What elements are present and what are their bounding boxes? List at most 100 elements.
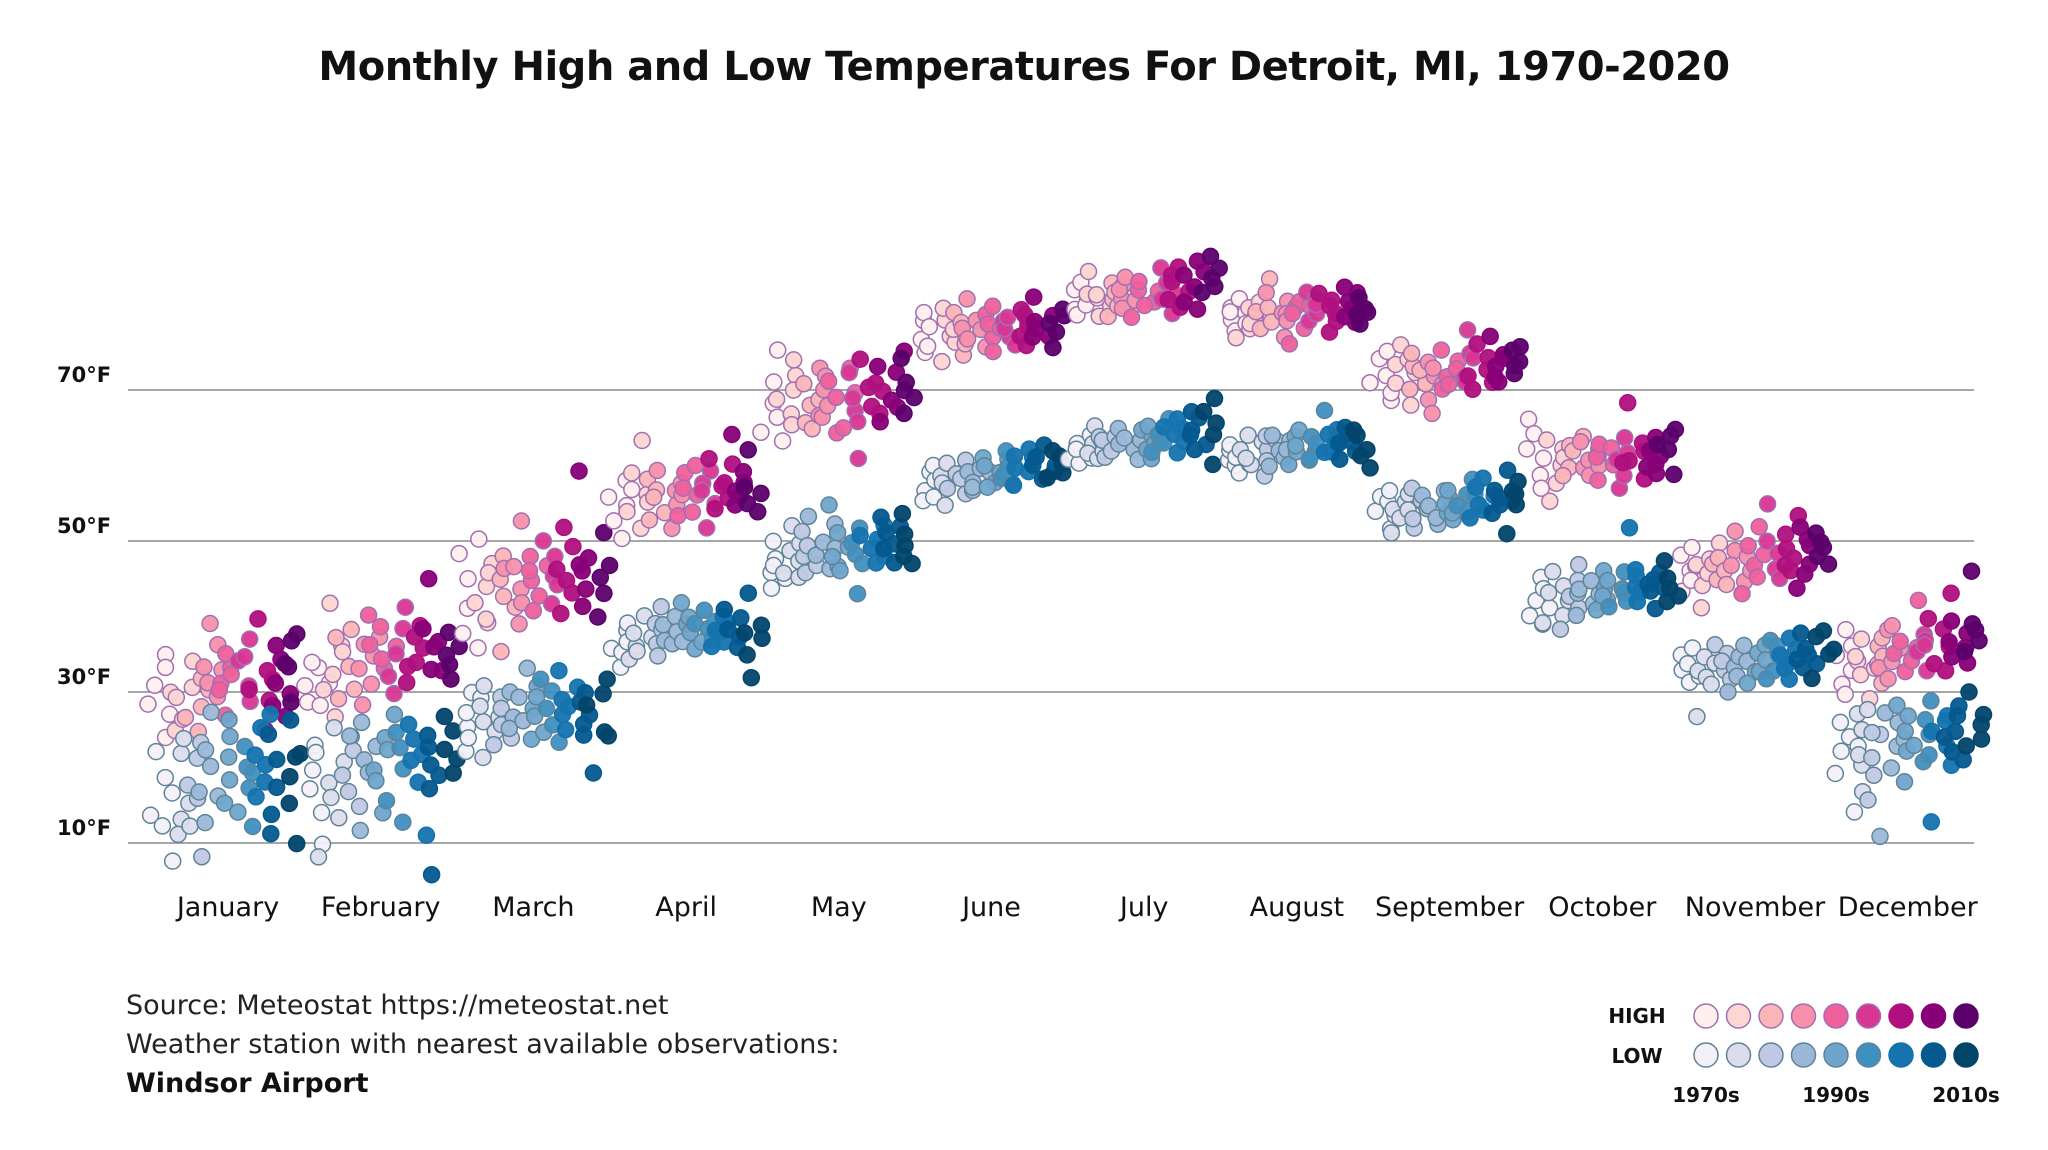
high-temp-point <box>1836 685 1854 704</box>
high-temp-point <box>895 404 913 423</box>
high-temp-point <box>871 413 889 431</box>
high-temp-point <box>905 388 923 407</box>
low-temp-point <box>531 670 550 689</box>
low-temp-point <box>1038 469 1056 487</box>
legend-high-swatch <box>1823 1003 1849 1029</box>
high-temp-point <box>1024 288 1043 306</box>
high-temp-point <box>552 604 570 623</box>
low-temp-point <box>1194 402 1213 421</box>
high-temp-point <box>765 373 783 391</box>
high-temp-point <box>1188 300 1207 318</box>
high-temp-point <box>1571 433 1590 451</box>
high-temp-point <box>1666 420 1685 439</box>
low-temp-point <box>1683 639 1702 657</box>
high-temp-point <box>1620 452 1638 470</box>
high-temp-point <box>1320 297 1339 315</box>
high-temp-point <box>419 570 438 588</box>
low-temp-point <box>1534 614 1552 632</box>
high-temp-point <box>933 352 951 371</box>
high-temp-point <box>249 610 267 628</box>
low-temp-point <box>261 705 279 724</box>
high-temp-point <box>1122 308 1141 327</box>
high-temp-point <box>396 598 415 616</box>
high-temp-point <box>613 529 631 548</box>
high-temp-point <box>1402 396 1420 414</box>
high-temp-point <box>1401 380 1419 398</box>
legend: HIGH LOW 1970s 1990s 2010s <box>1608 1003 2000 1107</box>
legend-low-swatch <box>1823 1042 1849 1068</box>
low-temp-point <box>1895 773 1914 791</box>
low-temp-point <box>281 711 300 729</box>
low-temp-point <box>444 722 462 740</box>
high-temp-point <box>1784 549 1803 567</box>
low-temp-point <box>1520 607 1539 625</box>
high-temp-point <box>1647 455 1665 473</box>
high-temp-point <box>1692 599 1711 617</box>
low-temp-point <box>753 629 771 648</box>
low-temp-point <box>172 744 190 763</box>
high-temp-point <box>1733 584 1751 603</box>
high-temp-point <box>156 658 175 677</box>
low-temp-point <box>435 707 454 726</box>
high-temp-point <box>240 680 258 699</box>
high-temp-point <box>564 537 582 556</box>
high-temp-point <box>623 480 641 499</box>
low-temp-point <box>435 740 454 759</box>
low-temp-point <box>221 727 239 746</box>
low-temp-point <box>153 817 172 835</box>
high-temp-point <box>599 488 618 506</box>
low-temp-point <box>1474 469 1492 487</box>
high-temp-point <box>201 614 219 633</box>
high-temp-point <box>1283 304 1302 323</box>
low-temp-point <box>500 719 519 738</box>
low-temp-point <box>1352 446 1370 465</box>
low-temp-point <box>387 723 405 742</box>
low-temp-point <box>1797 640 1815 658</box>
high-temp-point <box>459 570 477 588</box>
low-temp-point <box>1831 713 1850 732</box>
low-temp-point <box>1863 723 1881 742</box>
high-temp-point <box>1758 495 1777 513</box>
high-temp-point <box>210 681 229 699</box>
high-temp-point <box>918 337 937 355</box>
low-temp-point <box>474 748 492 767</box>
low-temp-point <box>1905 736 1923 755</box>
low-temp-point <box>527 688 546 706</box>
low-temp-point <box>307 743 325 762</box>
low-temp-point <box>330 809 348 827</box>
low-temp-point <box>1974 705 1993 724</box>
high-temp-point <box>1615 428 1634 447</box>
low-temp-point <box>1182 421 1201 440</box>
low-temp-point <box>1825 640 1843 659</box>
high-temp-point <box>1458 321 1477 339</box>
low-temp-point <box>1239 426 1257 444</box>
low-temp-point <box>243 817 262 836</box>
high-temp-point <box>1135 296 1154 315</box>
low-temp-point <box>1957 737 1975 755</box>
high-temp-point <box>303 653 321 672</box>
low-temp-point <box>1920 746 1938 764</box>
low-temp-point <box>420 779 439 798</box>
high-temp-point <box>1424 359 1442 377</box>
station-note: Weather station with nearest available o… <box>126 1029 840 1060</box>
high-temp-point <box>600 556 619 575</box>
high-temp-point <box>1883 616 1901 635</box>
high-temp-point <box>1537 431 1556 449</box>
month-label: July <box>1118 892 1169 923</box>
low-temp-point <box>624 624 643 642</box>
legend-high-swatch <box>1758 1003 1784 1029</box>
low-temp-point <box>672 594 691 612</box>
high-temp-point <box>1966 621 1985 639</box>
low-temp-point <box>550 661 568 680</box>
low-temp-point <box>1498 524 1516 543</box>
high-temp-point <box>1402 344 1421 363</box>
high-temp-point <box>1776 525 1795 544</box>
high-temp-point <box>1942 612 1961 630</box>
high-temp-point <box>407 653 425 672</box>
low-temp-point <box>584 764 603 782</box>
high-temp-point <box>548 560 566 579</box>
low-temp-point <box>820 496 838 514</box>
low-temp-point <box>872 508 890 527</box>
low-temp-point <box>963 478 982 497</box>
low-temp-point <box>1204 455 1222 474</box>
